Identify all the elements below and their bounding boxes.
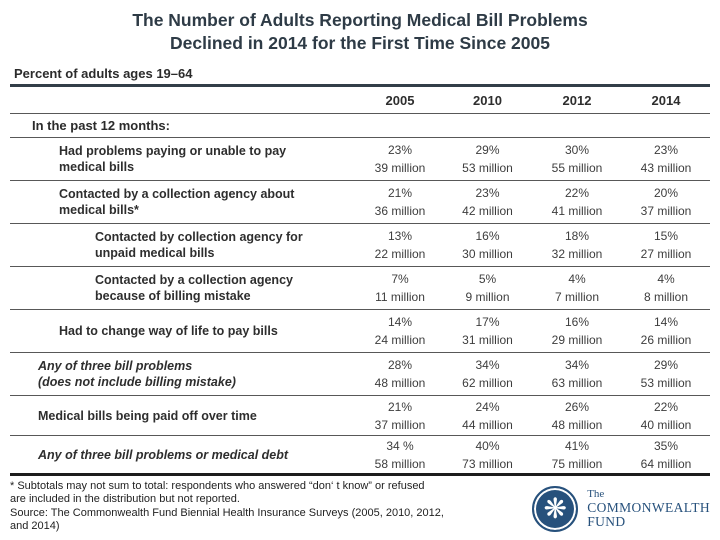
column-header-2012: 2012 bbox=[562, 92, 592, 108]
table-row: Any of three bill problems or medical de… bbox=[10, 436, 710, 477]
value-cell: 28% 48 million bbox=[374, 358, 426, 391]
value-cell: 15% 27 million bbox=[640, 229, 692, 262]
logo-fund: FUND bbox=[587, 513, 626, 529]
logo-commonwealth: COMMONWEALTH bbox=[587, 499, 710, 515]
value-cell: 41% 75 million bbox=[551, 438, 603, 471]
commonwealth-fund-logo: ❋ The COMMONWEALTH FUND bbox=[532, 486, 710, 532]
page-title-line1: The Number of Adults Reporting Medical B… bbox=[132, 10, 588, 30]
value-cell: 4% 8 million bbox=[643, 272, 688, 305]
row-label: Had to change way of life to pay bills bbox=[59, 324, 278, 339]
subtitle: Percent of adults ages 19–64 bbox=[14, 66, 193, 82]
value-cell: 5% 9 million bbox=[465, 272, 510, 305]
table-row: Medical bills being paid off over time 2… bbox=[10, 396, 710, 437]
value-cell: 22% 41 million bbox=[551, 186, 603, 219]
row-label: Contacted by a collection agency because… bbox=[95, 273, 293, 304]
value-cell: 7% 11 million bbox=[375, 272, 425, 305]
value-cell: 20% 37 million bbox=[640, 186, 692, 219]
page-title-line2: Declined in 2014 for the First Time Sinc… bbox=[170, 33, 550, 54]
value-cell: 21% 37 million bbox=[374, 399, 426, 432]
value-cell: 14% 26 million bbox=[640, 315, 692, 348]
column-header-2014: 2014 bbox=[651, 92, 681, 108]
logo-the: The bbox=[587, 488, 605, 501]
row-label: Any of three bill problems (does not inc… bbox=[38, 359, 236, 390]
value-cell: 23% 42 million bbox=[462, 186, 513, 219]
value-cell: 23% 43 million bbox=[640, 143, 692, 176]
value-cell: 13% 22 million bbox=[374, 229, 426, 262]
value-cell: 16% 29 million bbox=[551, 315, 603, 348]
row-label: Medical bills being paid off over time bbox=[38, 408, 257, 423]
value-cell: 22% 40 million bbox=[640, 399, 692, 432]
value-cell: 14% 24 million bbox=[374, 315, 426, 348]
value-cell: 29% 53 million bbox=[640, 358, 692, 391]
value-cell: 4% 7 million bbox=[554, 272, 599, 305]
table-row: Had to change way of life to pay bills 1… bbox=[10, 310, 710, 354]
data-table: 2005 2010 2012 2014 In the past 12 month… bbox=[10, 87, 710, 477]
value-cell: 34 % 58 million bbox=[374, 438, 426, 471]
row-label: Contacted by a collection agency about m… bbox=[59, 187, 295, 218]
value-cell: 21% 36 million bbox=[374, 186, 426, 219]
column-header-2010: 2010 bbox=[473, 92, 502, 108]
logo-wordmark: The COMMONWEALTH FUND bbox=[587, 488, 710, 529]
header-rule bbox=[10, 84, 710, 88]
table-row: Contacted by a collection agency because… bbox=[10, 267, 710, 311]
value-cell: 18% 32 million bbox=[551, 229, 603, 262]
value-cell: 40% 73 million bbox=[462, 438, 513, 471]
value-cell: 24% 44 million bbox=[462, 399, 513, 432]
table-row: Any of three bill problems (does not inc… bbox=[10, 353, 710, 397]
footnote: * Subtotals may not sum to total: respon… bbox=[10, 480, 538, 533]
source-line1: Source: The Commonwealth Fund Biennial H… bbox=[10, 506, 444, 519]
row-label: Had problems paying or unable to pay med… bbox=[59, 144, 287, 175]
value-cell: 34% 62 million bbox=[462, 358, 513, 391]
row-label: Any of three bill problems or medical de… bbox=[38, 447, 289, 462]
value-cell: 30% 55 million bbox=[551, 143, 603, 176]
value-cell: 16% 30 million bbox=[462, 229, 513, 262]
page-title: The Number of Adults Reporting Medical B… bbox=[0, 0, 720, 55]
snowflake-icon: ❋ bbox=[532, 486, 579, 532]
value-cell: 29% 53 million bbox=[462, 143, 513, 176]
value-cell: 23% 39 million bbox=[374, 143, 426, 176]
table-row: Had problems paying or unable to pay med… bbox=[10, 138, 710, 182]
row-label: Contacted by collection agency for unpai… bbox=[95, 230, 303, 261]
value-cell: 26% 48 million bbox=[551, 399, 603, 432]
footnote-line1: * Subtotals may not sum to total: respon… bbox=[10, 480, 425, 493]
column-header-row: 2005 2010 2012 2014 bbox=[10, 87, 710, 115]
table-row: Contacted by a collection agency about m… bbox=[10, 181, 710, 225]
table-row: Contacted by collection agency for unpai… bbox=[10, 224, 710, 268]
footnote-line2: are included in the distribution but not… bbox=[10, 493, 240, 506]
value-cell: 17% 31 million bbox=[462, 315, 513, 348]
value-cell: 34% 63 million bbox=[551, 358, 603, 391]
section-header: In the past 12 months: bbox=[10, 114, 710, 139]
value-cell: 35% 64 million bbox=[640, 438, 692, 471]
source-line2: and 2014) bbox=[10, 519, 60, 532]
column-header-2005: 2005 bbox=[385, 92, 415, 108]
